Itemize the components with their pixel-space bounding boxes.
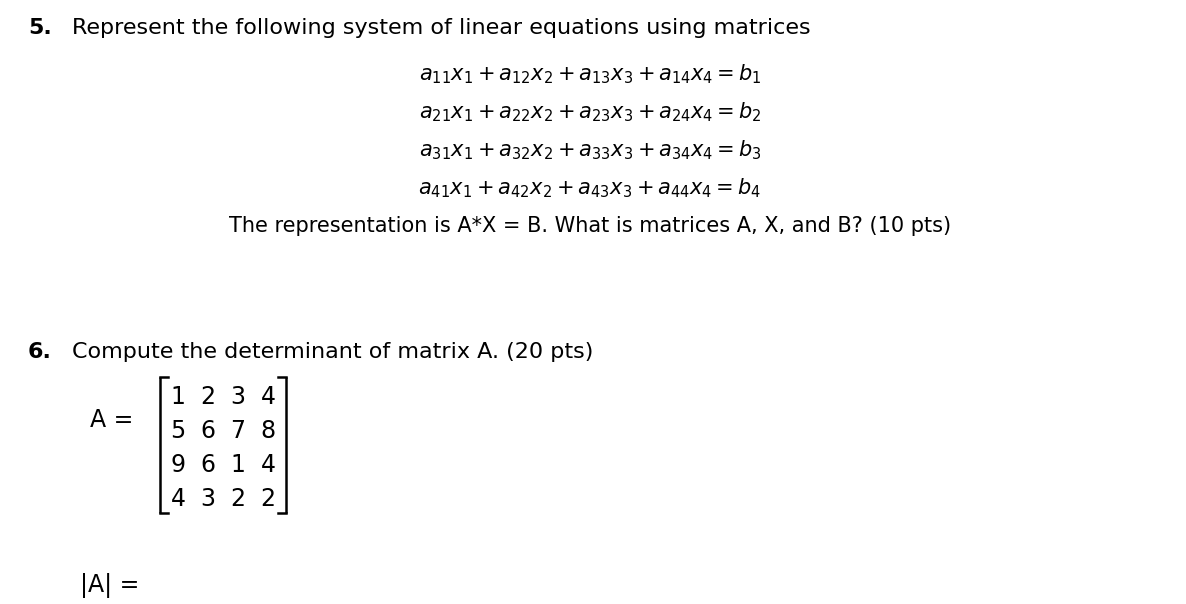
Text: Compute the determinant of matrix A. (20 pts): Compute the determinant of matrix A. (20… [72, 342, 593, 362]
Text: 9: 9 [171, 453, 185, 477]
Text: 1: 1 [171, 385, 185, 409]
Text: Represent the following system of linear equations using matrices: Represent the following system of linear… [72, 18, 810, 38]
Text: 2: 2 [261, 487, 275, 511]
Text: 2: 2 [230, 487, 246, 511]
Text: 5.: 5. [28, 18, 52, 38]
Text: 6: 6 [200, 453, 216, 477]
Text: 4: 4 [261, 453, 275, 477]
Text: 4: 4 [171, 487, 185, 511]
Text: |A| =: |A| = [79, 573, 140, 598]
Text: 3: 3 [200, 487, 216, 511]
Text: 8: 8 [261, 419, 275, 443]
Text: $a_{31}x_1 + a_{32}x_2 + a_{33}x_3 + a_{34}x_4 = b_3$: $a_{31}x_1 + a_{32}x_2 + a_{33}x_3 + a_{… [419, 138, 761, 162]
Text: 6.: 6. [28, 342, 52, 362]
Text: 2: 2 [200, 385, 216, 409]
Text: $a_{21}x_1 + a_{22}x_2 + a_{23}x_3 + a_{24}x_4 = b_2$: $a_{21}x_1 + a_{22}x_2 + a_{23}x_3 + a_{… [419, 100, 761, 124]
Text: $a_{41}x_1 + a_{42}x_2 + a_{43}x_3 + a_{44}x_4 = b_4$: $a_{41}x_1 + a_{42}x_2 + a_{43}x_3 + a_{… [419, 176, 761, 199]
Text: $a_{11}x_1 + a_{12}x_2 + a_{13}x_3 + a_{14}x_4 = b_1$: $a_{11}x_1 + a_{12}x_2 + a_{13}x_3 + a_{… [419, 62, 761, 86]
Text: 6: 6 [200, 419, 216, 443]
Text: 5: 5 [171, 419, 186, 443]
Text: 3: 3 [230, 385, 246, 409]
Text: 4: 4 [261, 385, 275, 409]
Text: 1: 1 [230, 453, 246, 477]
Text: 7: 7 [230, 419, 246, 443]
Text: The representation is A*X = B. What is matrices A, X, and B? (10 pts): The representation is A*X = B. What is m… [229, 216, 951, 236]
Text: A =: A = [90, 408, 133, 432]
